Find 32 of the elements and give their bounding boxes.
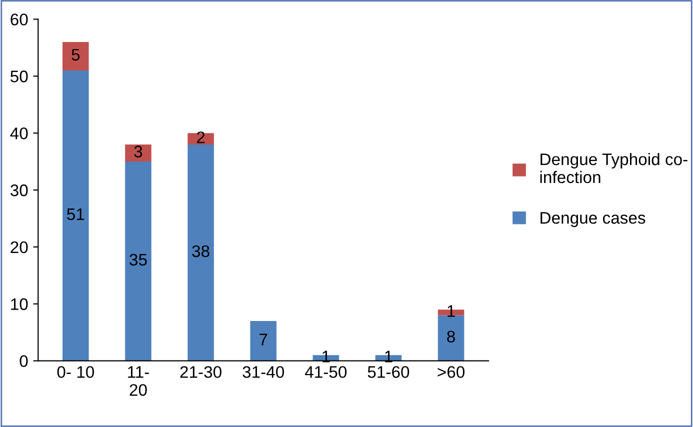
x-tick-label: 21-30 xyxy=(180,366,222,378)
data-label: 8 xyxy=(447,330,455,343)
y-tick-label: 10 xyxy=(11,298,28,310)
data-label: 38 xyxy=(192,245,210,258)
data-label: 5 xyxy=(72,49,80,61)
x-tick-label: 31-40 xyxy=(242,366,284,378)
data-label: 51 xyxy=(67,208,84,220)
bar xyxy=(250,320,276,361)
y-tick-label: 0 xyxy=(20,355,28,368)
bar xyxy=(188,133,214,144)
x-tick-label: >60 xyxy=(438,366,465,378)
data-label: 2 xyxy=(196,131,205,144)
legend-label: Dengue cases xyxy=(540,212,646,228)
data-label: 3 xyxy=(134,146,142,158)
y-tick-label: 30 xyxy=(10,184,28,196)
bar xyxy=(62,42,89,70)
y-tick-label: 20 xyxy=(10,241,28,254)
legend-label: Dengue Typhoid co- infection xyxy=(540,152,688,184)
bar xyxy=(188,144,214,361)
bar xyxy=(62,70,89,361)
bar xyxy=(125,144,152,162)
x-tick-label: 51-60 xyxy=(368,366,410,378)
y-tick-label: 40 xyxy=(10,127,28,140)
bar xyxy=(125,162,152,361)
x-tick-label: 41-50 xyxy=(304,366,347,378)
data-label: 7 xyxy=(260,334,268,346)
y-tick-label: 50 xyxy=(10,70,28,82)
y-tick-label: 60 xyxy=(10,14,28,26)
x-tick-label: 0- 10 xyxy=(57,366,94,378)
bar xyxy=(438,315,464,361)
data-label: 35 xyxy=(130,254,147,266)
x-tick-label: 11- 20 xyxy=(128,366,149,396)
